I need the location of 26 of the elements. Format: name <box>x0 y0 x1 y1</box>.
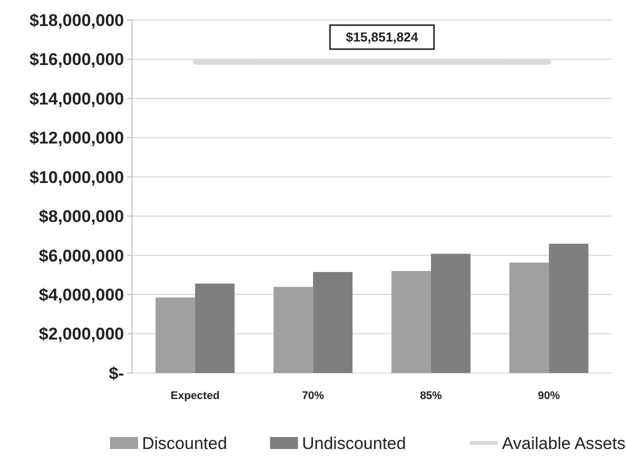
legend-label: Available Assets <box>502 434 626 453</box>
x-tick-label: 70% <box>302 390 324 402</box>
x-tick-label: Expected <box>170 390 220 402</box>
y-tick-label: $8,000,000 <box>38 207 124 226</box>
y-tick-label: $10,000,000 <box>29 168 124 187</box>
bar <box>313 272 353 373</box>
y-tick-label: $- <box>108 364 124 383</box>
bar <box>195 284 235 373</box>
y-tick-label: $16,000,000 <box>29 50 124 70</box>
bar <box>548 244 588 373</box>
x-tick-label: 90% <box>538 390 560 402</box>
y-tick-label: $4,000,000 <box>38 286 124 305</box>
bar <box>274 286 314 373</box>
bar <box>430 254 470 373</box>
legend-label: Discounted <box>142 434 228 453</box>
y-tick-label: $12,000,000 <box>29 128 124 148</box>
legend-label: Undiscounted <box>302 434 406 453</box>
y-tick-label: $18,000,000 <box>29 10 124 30</box>
annotation: $15,851,824 <box>346 30 419 45</box>
y-tick-label: $14,000,000 <box>29 89 124 108</box>
bar <box>509 262 549 373</box>
bar <box>156 297 196 373</box>
x-tick-label: 85% <box>420 390 442 402</box>
bar <box>391 271 431 373</box>
y-tick-label: $6,000,000 <box>38 246 124 266</box>
y-tick-label: $2,000,000 <box>38 324 124 344</box>
